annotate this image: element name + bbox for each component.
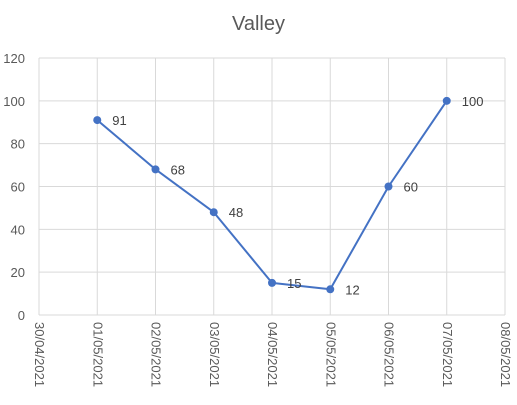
data-label: 91 [112, 113, 126, 128]
y-tick-label: 60 [11, 180, 25, 195]
x-tick-label: 04/05/2021 [265, 322, 280, 387]
x-axis-tick-labels: 30/04/2021 01/05/2021 02/05/2021 03/05/2021… [32, 322, 513, 387]
gridlines [38, 57, 506, 316]
data-label: 48 [229, 205, 243, 220]
chart-title: Valley [232, 13, 285, 35]
data-label: 12 [345, 282, 359, 297]
x-tick-label: 30/04/2021 [32, 322, 47, 387]
x-tick-label: 05/05/2021 [323, 322, 338, 387]
y-tick-label: 0 [18, 308, 25, 323]
y-tick-label: 80 [11, 137, 25, 152]
x-tick-label: 01/05/2021 [90, 322, 105, 387]
data-point [268, 278, 276, 287]
data-point [384, 182, 393, 191]
data-point [151, 165, 160, 174]
data-point [93, 116, 102, 125]
x-tick-label: 07/05/2021 [440, 322, 455, 387]
data-labels: 91 68 48 15 12 60 100 [112, 94, 483, 297]
y-tick-label: 100 [3, 94, 25, 109]
data-point [326, 285, 335, 294]
data-label: 100 [462, 94, 484, 109]
x-tick-label: 03/05/2021 [207, 322, 222, 387]
y-axis-tick-labels: 0 20 40 60 80 100 120 [3, 51, 25, 323]
x-tick-label: 02/05/2021 [149, 322, 164, 387]
data-point [442, 96, 451, 105]
x-tick-label: 08/05/2021 [498, 322, 513, 387]
data-label: 15 [287, 276, 301, 291]
series-valley [93, 96, 451, 294]
y-tick-label: 120 [3, 51, 25, 66]
x-tick-label: 06/05/2021 [382, 322, 397, 387]
data-label: 60 [404, 180, 418, 195]
data-point [209, 208, 218, 217]
data-label: 68 [171, 162, 185, 177]
y-tick-label: 40 [11, 222, 25, 237]
y-tick-label: 20 [11, 265, 25, 280]
